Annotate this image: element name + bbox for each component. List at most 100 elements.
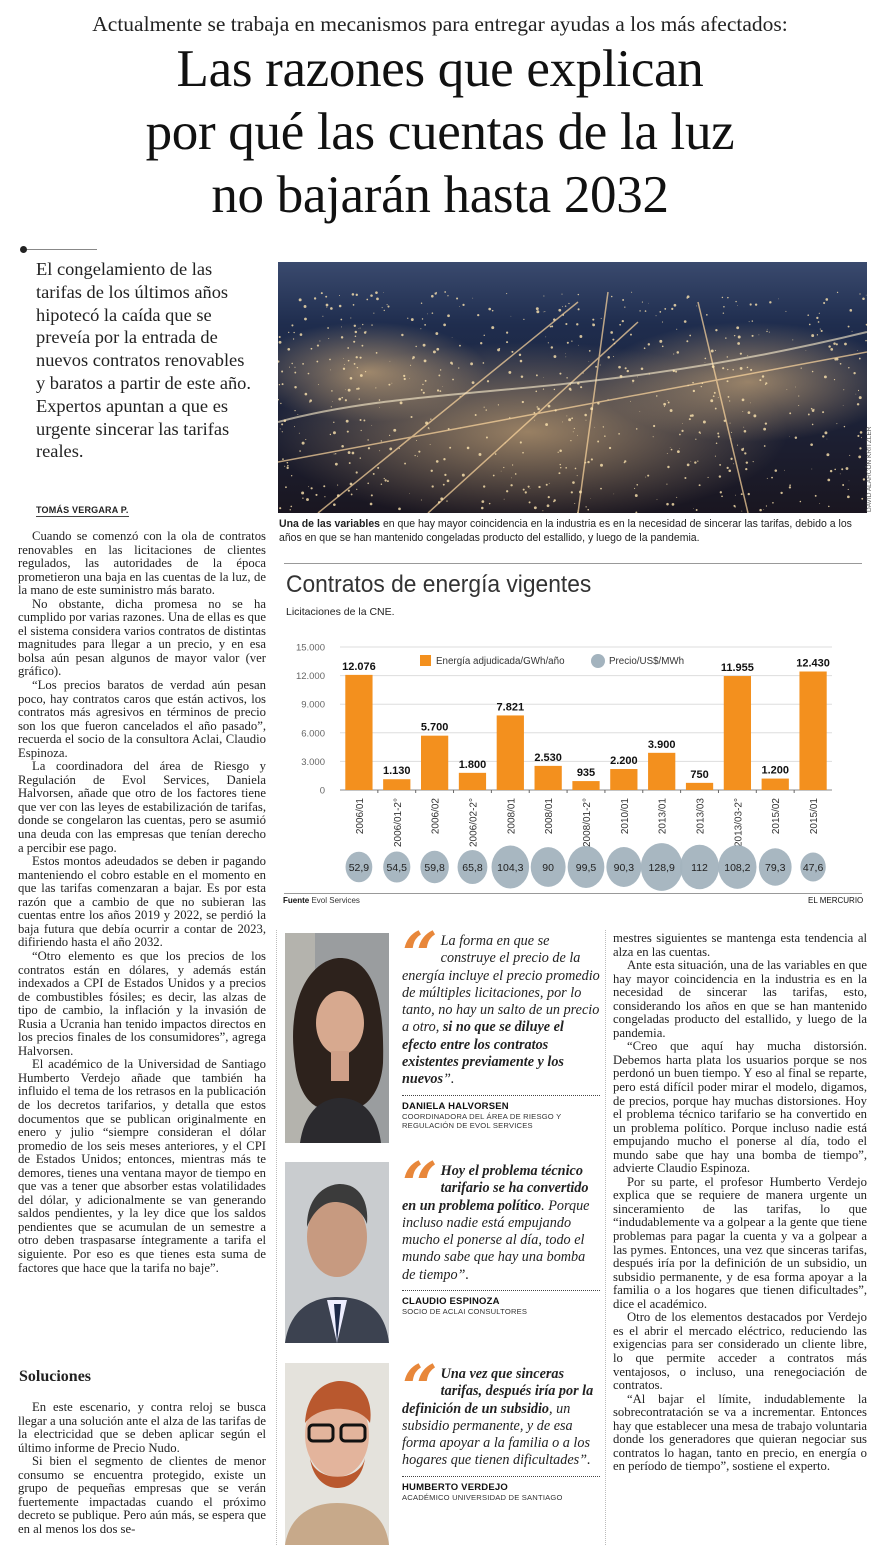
legend-bar-swatch xyxy=(420,655,431,666)
legend-energy-label: Energía adjudicada/GWh/año xyxy=(436,656,565,667)
bar xyxy=(458,772,487,790)
paragraph: En este escenario, y contra reloj se bus… xyxy=(18,1400,266,1455)
price-bubble xyxy=(640,843,683,891)
y-tick-label: 6.000 xyxy=(301,728,325,739)
bullet-dot-icon xyxy=(20,246,27,253)
x-tick-label: 2006/01-2° xyxy=(393,798,404,847)
paragraph: Por su parte, el profesor Humberto Verde… xyxy=(613,1174,867,1311)
price-label: 104,3 xyxy=(497,862,523,874)
price-label: 112 xyxy=(691,862,708,874)
bar-value-label: 2.530 xyxy=(534,752,562,764)
price-bubble xyxy=(606,847,642,887)
city-night-photo xyxy=(278,262,867,513)
woman-portrait-image xyxy=(285,933,389,1143)
quote-mark-icon: “ xyxy=(402,918,438,991)
paragraph: El académico de la Universidad de Santia… xyxy=(18,1057,266,1275)
quote-divider xyxy=(402,1290,600,1292)
quote-mark-icon: “ xyxy=(402,1148,438,1221)
x-tick-label: 2013/03 xyxy=(696,798,707,835)
quote-author: HUMBERTO VERDEJO xyxy=(402,1481,508,1493)
bar-value-label: 1.800 xyxy=(459,759,487,771)
bar xyxy=(610,769,638,790)
bar-value-label: 3.900 xyxy=(648,739,676,751)
price-bubble xyxy=(420,850,449,884)
energy-contracts-chart: 0 3.000 6.000 9.000 12.000 15.000 12.076 2006/0… xyxy=(296,643,832,891)
man-glasses-portrait-image xyxy=(285,1363,389,1545)
bar xyxy=(685,782,714,790)
chart-title: Contratos de energía vigentes xyxy=(286,571,592,598)
price-bubble xyxy=(457,849,488,885)
bar-value-label: 750 xyxy=(690,769,708,781)
quote-author-role: SOCIO DE ACLAI CONSULTORES xyxy=(402,1307,528,1317)
portrait-daniela-halvorsen xyxy=(285,933,389,1143)
bar xyxy=(420,735,449,790)
source-text: Evol Services xyxy=(309,896,360,905)
quote-bold: Hoy el problema técnico tarifario se ha … xyxy=(402,1163,589,1214)
quote-bold: si no que se diluye el efecto entre los … xyxy=(402,1019,564,1088)
city-lights-image xyxy=(278,262,867,513)
bar xyxy=(761,778,789,790)
bar-value-label: 1.130 xyxy=(383,765,411,777)
bar-value-label: 12.076 xyxy=(342,661,376,673)
bar xyxy=(345,674,373,790)
y-tick-label: 15.000 xyxy=(296,643,325,654)
photo-caption: Una de las variables en que hay mayor co… xyxy=(279,517,869,545)
bar xyxy=(648,752,676,790)
x-tick-label: 2006/02 xyxy=(431,798,442,835)
paragraph: No obstante, dicha promesa no se ha cump… xyxy=(18,596,266,679)
kicker: Actualmente se trabaja en mecanismos par… xyxy=(92,12,788,36)
paragraph: “Creo que aquí hay mucha distorsión. Deb… xyxy=(613,1039,867,1176)
y-tick-label: 12.000 xyxy=(296,671,325,682)
price-bubble xyxy=(680,844,720,890)
bar xyxy=(534,765,562,790)
price-label: 128,9 xyxy=(649,862,675,874)
quote-text: “La forma en que se construye el precio … xyxy=(402,918,600,1089)
bar-value-label: 2.200 xyxy=(610,755,638,767)
price-bubble xyxy=(530,847,566,887)
bar xyxy=(383,779,411,790)
price-bubble xyxy=(345,851,373,883)
caption-bold: Una de las variables xyxy=(279,518,381,530)
price-bubble xyxy=(567,846,605,888)
chart-source: Fuente Evol Services xyxy=(283,896,360,905)
price-label: 52,9 xyxy=(349,862,370,874)
price-label: 108,2 xyxy=(724,862,750,874)
price-label: 90 xyxy=(542,862,554,874)
quote-text: “Una vez que sinceras tarifas, después i… xyxy=(402,1351,600,1470)
caption-text: en que hay mayor coincidencia en la indu… xyxy=(279,518,852,544)
paragraph: Cuando se comenzó con la ola de contrato… xyxy=(18,529,266,598)
price-label: 59,8 xyxy=(424,862,445,874)
x-tick-label: 2008/01-2° xyxy=(582,798,593,847)
article-column-left: Cuando se comenzó con la ola de contrato… xyxy=(18,529,266,1275)
quote-part: ”. xyxy=(443,1071,455,1088)
section-heading: Soluciones xyxy=(19,1368,92,1385)
byline: TOMÁS VERGARA P. xyxy=(36,505,129,517)
paragraph: mestres siguientes se mantenga esta tend… xyxy=(613,931,867,959)
bar-value-label: 11.955 xyxy=(721,662,754,674)
paragraph: “Otro elemento es que los precios de los… xyxy=(18,948,266,1058)
headline: Las razones que explican por qué las cue… xyxy=(0,38,880,227)
legend-price-label: Precio/US$/MWh xyxy=(609,656,684,667)
headline-line: por qué las cuentas de la luz xyxy=(145,103,735,161)
y-tick-label: 9.000 xyxy=(301,700,325,711)
x-tick-label: 2006/01 xyxy=(355,798,366,835)
paragraph: “Los precios baratos de verdad aún pesan… xyxy=(18,678,266,760)
quote-author-role: COORDINADORA DEL ÁREA DE RIESGO Y REGULA… xyxy=(402,1111,562,1130)
paragraph: Ante esta situación, una de las variable… xyxy=(613,958,867,1040)
portrait-humberto-verdejo xyxy=(285,1363,389,1545)
lead-divider xyxy=(22,249,97,250)
quote-part: , un subsidio permanente, y de esa forma… xyxy=(402,1400,591,1469)
headline-line: Las razones que explican xyxy=(176,40,704,98)
quote-mark-icon: “ xyxy=(402,1351,438,1424)
bar xyxy=(496,715,524,790)
source-label: Fuente xyxy=(283,896,310,905)
price-bubble xyxy=(718,845,757,889)
article-column-right: mestres siguientes se mantenga esta tend… xyxy=(613,931,867,1474)
y-tick-label: 0 xyxy=(320,786,325,797)
price-bubble xyxy=(800,852,826,882)
man-portrait-image xyxy=(285,1162,389,1343)
paragraph: Estos montos adeudados se deben ir pagan… xyxy=(18,854,266,950)
chart-top-rule xyxy=(284,563,862,564)
quote-author: DANIELA HALVORSEN xyxy=(402,1100,509,1112)
paragraph: La coordinadora del área de Riesgo y Reg… xyxy=(18,759,266,855)
